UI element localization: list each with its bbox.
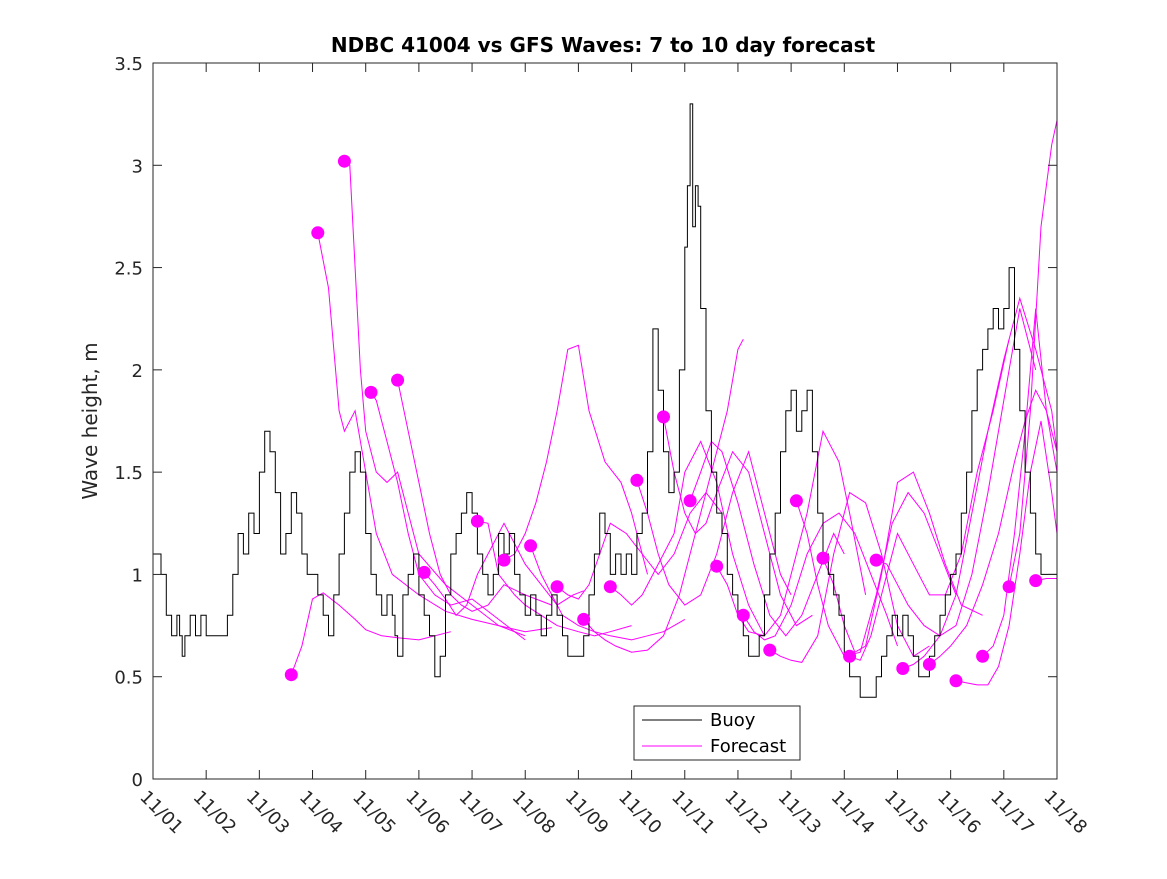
forecast-start-marker-14 (683, 494, 697, 508)
forecast-start-marker-2 (337, 154, 351, 168)
forecast-start-marker-3 (364, 385, 378, 399)
plot-area (153, 103, 1058, 698)
forecast-line-23 (929, 389, 1058, 665)
forecast-line-14 (689, 440, 845, 637)
forecast-start-marker-8 (524, 539, 538, 553)
forecast-start-marker-16 (736, 608, 750, 622)
axes-box (152, 62, 1058, 780)
y-tick-label-6: 3 (132, 156, 143, 177)
y-tick-label-4: 2 (132, 361, 143, 382)
forecast-start-marker-22 (896, 662, 910, 675)
forecast-start-marker-13 (657, 410, 670, 424)
forecast-start-marker-21 (869, 553, 883, 567)
legend-label-forecast: Forecast (710, 736, 786, 757)
forecast-start-marker-7 (497, 553, 511, 567)
forecast-start-marker-12 (630, 473, 644, 487)
forecast-start-marker-24 (949, 674, 963, 688)
forecast-line-16 (742, 512, 898, 647)
forecast-start-marker-15 (710, 559, 724, 573)
forecast-line-11 (609, 440, 765, 637)
forecast-line-12 (636, 450, 792, 606)
forecast-line-22 (902, 296, 1058, 669)
forecast-start-marker-23 (922, 657, 936, 671)
forecast-start-marker-26 (1002, 580, 1016, 594)
forecast-start-marker-18 (789, 494, 803, 508)
forecast-line-24 (955, 420, 1058, 686)
forecast-line-17 (769, 491, 930, 663)
legend-label-buoy: Buoy (710, 710, 756, 731)
forecast-line-9 (556, 491, 723, 600)
forecast-start-marker-17 (763, 643, 777, 657)
legend-box (633, 705, 801, 761)
forecast-line-10 (583, 338, 744, 653)
y-tick-label-3: 1.5 (114, 463, 143, 484)
y-tick-label-7: 3.5 (114, 54, 143, 75)
forecast-line-25 (982, 308, 1058, 657)
forecast-line-21 (876, 308, 1037, 637)
forecast-line-20 (849, 339, 1010, 661)
buoy-line (153, 103, 1057, 698)
forecast-line-18 (795, 491, 957, 657)
y-tick-label-2: 1 (132, 565, 143, 586)
y-tick-label-0: 0 (132, 770, 143, 791)
forecast-line-13 (663, 416, 813, 627)
forecast-line-7 (503, 344, 648, 575)
y-axis-label: Wave height, m (78, 342, 102, 499)
forecast-start-marker-11 (603, 580, 617, 594)
forecast-line-1 (317, 232, 552, 633)
chart-title: NDBC 41004 vs GFS Waves: 7 to 10 day for… (331, 33, 876, 57)
forecast-line-19 (822, 471, 983, 653)
forecast-line-0 (290, 592, 451, 675)
forecast-line-15 (716, 429, 867, 637)
forecast-line-26 (1008, 120, 1058, 587)
forecast-start-marker-1 (311, 226, 325, 240)
forecast-start-marker-6 (470, 514, 484, 528)
forecast-start-marker-4 (391, 373, 405, 387)
forecast-start-marker-5 (417, 565, 431, 579)
forecast-start-marker-27 (1029, 574, 1043, 588)
forecast-start-marker-25 (976, 649, 990, 663)
legend: Buoy Forecast (633, 705, 801, 761)
forecast-start-marker-19 (816, 551, 830, 565)
forecast-start-marker-10 (577, 612, 591, 626)
forecast-start-marker-0 (284, 668, 298, 682)
forecast-start-marker-20 (843, 649, 857, 663)
forecast-start-marker-9 (550, 580, 564, 594)
y-tick-label-5: 2.5 (114, 259, 143, 280)
y-tick-label-1: 0.5 (114, 668, 143, 689)
